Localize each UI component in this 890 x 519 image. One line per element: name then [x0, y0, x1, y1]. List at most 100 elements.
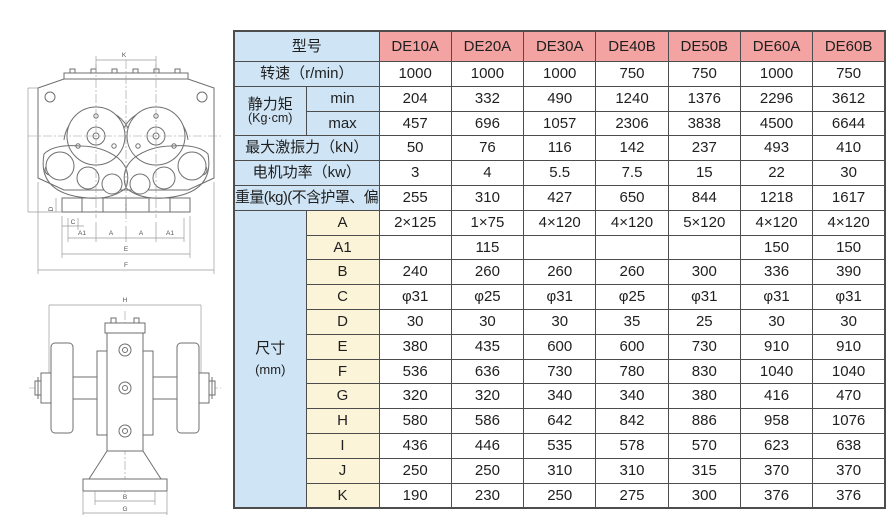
side-view-drawing: H [25, 293, 225, 515]
dim-label-d: D [48, 206, 55, 211]
dim-value: 586 [450, 408, 525, 434]
static-max-value: 4500 [739, 110, 814, 137]
dim-label-k: K [122, 52, 127, 59]
dim-label-f: F [124, 262, 128, 269]
dim-value: 30 [739, 308, 814, 335]
dim-value: 535 [523, 432, 597, 459]
static-min-value: 1376 [667, 85, 741, 112]
dim-label-a1-right: A1 [166, 230, 174, 237]
dim-value: 275 [595, 482, 669, 509]
dim-value: 416 [739, 383, 814, 410]
dim-value: 830 [667, 358, 741, 385]
dim-value: 30 [378, 308, 452, 335]
dim-value: 642 [523, 408, 597, 434]
dim-value: 910 [739, 333, 814, 360]
dim-value: 2×125 [378, 209, 452, 236]
dim-value: 580 [378, 408, 452, 434]
model-header: DE60B [812, 30, 886, 62]
dim-value: 376 [739, 482, 814, 509]
dim-value [523, 234, 597, 261]
table-row-force: 最大激振力（kN） 50 76 116 142 237 493 410 [233, 135, 886, 162]
power-value: 5.5 [523, 160, 597, 186]
model-header: DE20A [450, 30, 525, 62]
power-value: 15 [667, 160, 741, 186]
static-max-value: 1057 [523, 110, 597, 137]
dim-value: 636 [450, 358, 525, 385]
table-row-dim-C: C φ31 φ25 φ31 φ25 φ31 φ31 φ31 [234, 284, 886, 310]
dim-value: φ25 [450, 284, 525, 310]
static-moment-row-label: 静力矩 (Kg·cm) [233, 85, 307, 137]
dim-value: 150 [739, 234, 814, 261]
static-max-label: max [305, 110, 380, 137]
dim-label-h: H [123, 297, 128, 304]
dim-value [667, 234, 741, 261]
table-row-static-min: 静力矩 (Kg·cm) min 204 332 490 1240 1376 22… [233, 85, 886, 137]
dim-value: 842 [595, 408, 669, 434]
dim-value: 730 [667, 333, 741, 360]
dim-value: 730 [523, 358, 597, 385]
dim-name-cell: A [305, 209, 380, 236]
weight-value: 1218 [739, 184, 814, 211]
dim-value: 1040 [739, 358, 814, 385]
dim-value: 958 [739, 408, 814, 434]
force-value: 410 [812, 135, 886, 162]
dim-value: 4×120 [595, 209, 669, 236]
table-row-dim-J: J 250 250 310 310 315 370 370 [234, 457, 886, 484]
power-value: 7.5 [595, 160, 669, 186]
static-max-value: 3838 [667, 110, 741, 137]
dim-value [378, 234, 452, 261]
force-value: 50 [378, 135, 452, 162]
dim-value: 315 [667, 457, 741, 484]
speed-value: 750 [595, 61, 669, 87]
static-min-value: 332 [450, 85, 525, 112]
power-value: 3 [378, 160, 452, 186]
dim-value: 310 [523, 457, 597, 484]
dim-value: 446 [450, 432, 525, 459]
dim-value: 320 [450, 383, 525, 410]
static-moment-unit: (Kg·cm) [248, 111, 293, 126]
dim-label-c: C [71, 219, 76, 226]
table-row-power: 电机功率（kw） 3 4 5.5 7.5 15 22 30 [233, 160, 886, 186]
force-value: 116 [523, 135, 597, 162]
dim-name-cell: D [305, 308, 380, 335]
dim-value: 4×120 [523, 209, 597, 236]
dim-value: 30 [450, 308, 525, 335]
dim-value: 638 [812, 432, 886, 459]
dimensions-unit: (mm) [255, 362, 286, 378]
static-min-value: 490 [523, 85, 597, 112]
dim-name-cell: A1 [305, 234, 380, 261]
dim-value: 886 [667, 408, 741, 434]
spec-table: 型号 DE10A DE20A DE30A DE40B DE50B DE60A D… [233, 30, 886, 510]
dim-name-cell: G [305, 383, 380, 410]
table-row-dim-D: D 30 30 30 35 25 30 30 [234, 308, 886, 335]
static-moment-label: 静力矩 [247, 95, 293, 113]
model-header: DE50B [667, 30, 741, 62]
dim-value: 230 [450, 482, 525, 509]
power-value: 4 [450, 160, 525, 186]
dim-left: D [27, 87, 62, 213]
dim-value: 30 [812, 308, 886, 335]
static-min-value: 1240 [595, 85, 669, 112]
dim-value: 578 [595, 432, 669, 459]
force-value: 76 [450, 135, 525, 162]
shaft-weights-right [152, 342, 216, 434]
dim-value: 320 [378, 383, 452, 410]
dim-name-cell: K [305, 482, 380, 509]
speed-value: 1000 [739, 61, 814, 87]
dim-value: 250 [523, 482, 597, 509]
dim-value: 250 [378, 457, 452, 484]
weight-value: 650 [595, 184, 669, 211]
dim-value: 623 [739, 432, 814, 459]
dim-value: 260 [523, 259, 597, 286]
dim-value: 780 [595, 358, 669, 385]
dim-value: 150 [812, 234, 886, 261]
dim-value: 250 [450, 457, 525, 484]
motor-body [96, 317, 154, 452]
model-row-label: 型号 [233, 30, 380, 62]
static-max-value: 457 [378, 110, 452, 137]
table-row-speed: 转速（r/min） 1000 1000 1000 750 750 1000 75… [233, 61, 886, 87]
table-row-dim-F: F 536 636 730 780 830 1040 1040 [234, 358, 886, 385]
dim-value: 380 [378, 333, 452, 360]
power-value: 22 [739, 160, 814, 186]
weight-value: 1617 [812, 184, 886, 211]
